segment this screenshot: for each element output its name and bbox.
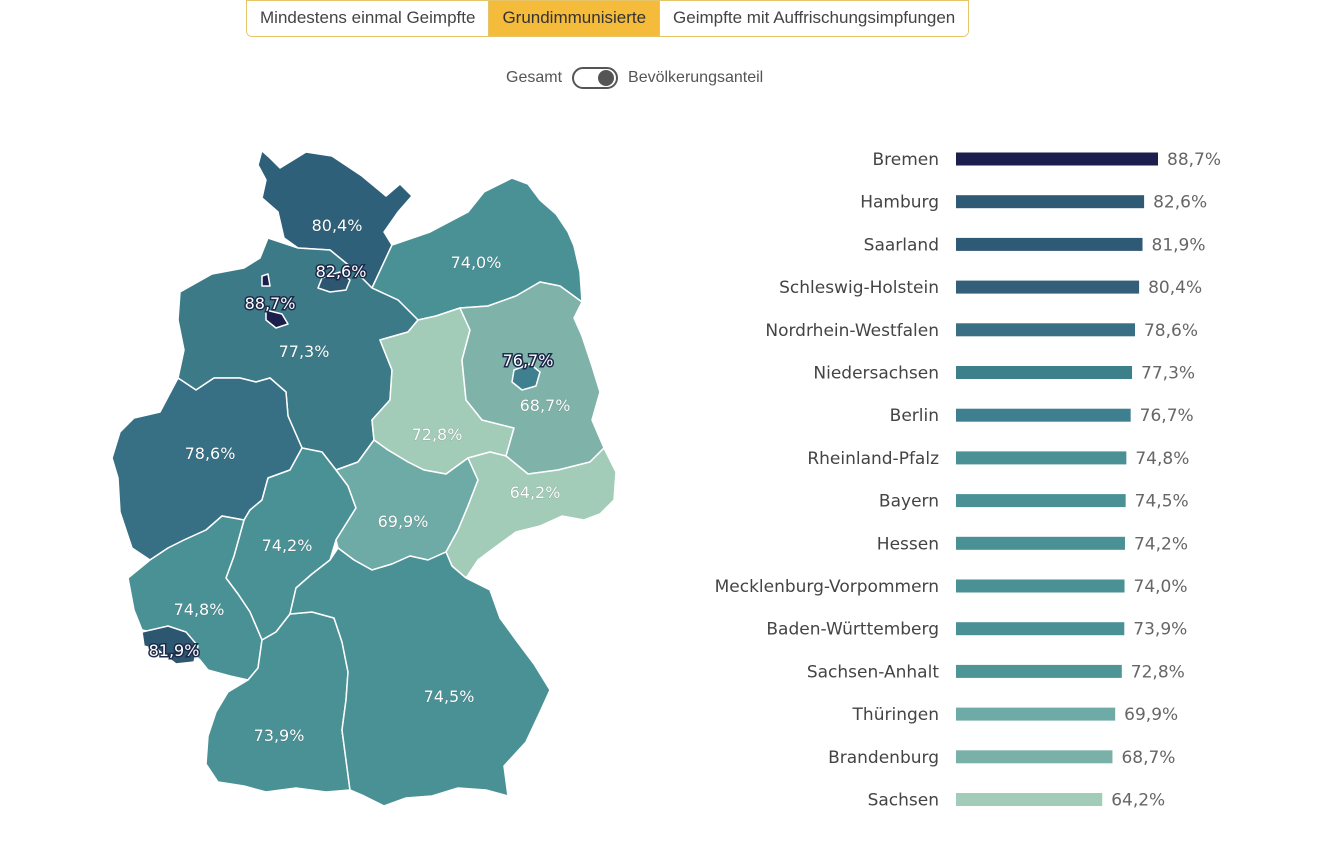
bar-label-mecklenburg-vorpommern: Mecklenburg-Vorpommern xyxy=(715,577,939,597)
region-bayern[interactable] xyxy=(289,547,551,807)
bar-bayern[interactable] xyxy=(956,494,1126,508)
bar-value-sachsen-anhalt: 72,8% xyxy=(1131,662,1185,682)
bar-value-hessen: 74,2% xyxy=(1134,534,1188,554)
map-label-nordrhein-westfalen: 78,6% xyxy=(185,444,236,463)
bar-hessen[interactable] xyxy=(956,536,1125,550)
germany-choropleth-map: 80,4% 82,6% 88,7% 77,3% 74,0% 68,7% 76,7% 72,8%… xyxy=(111,139,617,807)
bar-bremen[interactable] xyxy=(956,152,1158,166)
bar-value-bayern: 74,5% xyxy=(1135,492,1189,512)
map-label-baden-wuerttemberg: 73,9% xyxy=(254,726,305,745)
bar-berlin[interactable] xyxy=(956,408,1131,422)
bar-value-mecklenburg-vorpommern: 74,0% xyxy=(1134,577,1188,597)
bar-label-niedersachsen: Niedersachsen xyxy=(813,364,939,384)
bar-schleswig-holstein[interactable] xyxy=(956,280,1140,294)
bar-mecklenburg-vorpommern[interactable] xyxy=(956,579,1125,593)
bar-value-hamburg: 82,6% xyxy=(1153,193,1207,213)
bar-value-niedersachsen: 77,3% xyxy=(1141,364,1195,384)
region-hamburg[interactable] xyxy=(317,271,351,293)
toggle-label-bevoelkerungsanteil: Bevölkerungsanteil xyxy=(628,69,764,86)
map-label-sachsen: 64,2% xyxy=(510,483,561,502)
map-label-berlin: 76,7% xyxy=(503,351,554,370)
bar-label-sachsen-anhalt: Sachsen-Anhalt xyxy=(807,662,939,682)
bar-label-berlin: Berlin xyxy=(890,406,939,426)
map-label-saarland: 81,9% xyxy=(149,641,200,660)
bar-label-brandenburg: Brandenburg xyxy=(828,748,939,768)
bar-value-berlin: 76,7% xyxy=(1140,406,1194,426)
switch-knob xyxy=(598,70,615,86)
bar-label-rheinland-pfalz: Rheinland-Pfalz xyxy=(807,449,939,469)
bar-rheinland-pfalz[interactable] xyxy=(956,451,1127,465)
region-bremen-bremerhaven[interactable] xyxy=(261,273,271,287)
bar-value-rheinland-pfalz: 74,8% xyxy=(1135,449,1189,469)
bar-sachsen-anhalt[interactable] xyxy=(956,664,1122,678)
display-mode-switch[interactable] xyxy=(572,67,619,89)
bar-label-bayern: Bayern xyxy=(879,492,939,512)
map-label-mecklenburg-vorpommern: 74,0% xyxy=(451,253,502,272)
bar-label-hamburg: Hamburg xyxy=(860,193,939,213)
bar-label-hessen: Hessen xyxy=(877,534,939,554)
bar-value-nordrhein-westfalen: 78,6% xyxy=(1144,321,1198,341)
bar-hamburg[interactable] xyxy=(956,195,1145,209)
map-label-bremen: 88,7% xyxy=(245,294,296,313)
tab-grundimmunisierte[interactable]: Grundimmunisierte xyxy=(488,1,660,36)
map-label-thueringen: 69,9% xyxy=(378,512,429,531)
bar-value-baden-wuerttemberg: 73,9% xyxy=(1133,620,1187,640)
map-label-rheinland-pfalz: 74,8% xyxy=(174,600,225,619)
bar-label-saarland: Saarland xyxy=(864,235,939,255)
region-saarland[interactable] xyxy=(141,625,199,665)
bar-baden-wuerttemberg[interactable] xyxy=(956,622,1125,636)
map-label-hamburg: 82,6% xyxy=(316,262,367,281)
bar-value-sachsen: 64,2% xyxy=(1111,791,1165,811)
map-label-sachsen-anhalt: 72,8% xyxy=(412,425,463,444)
tab-mindestens-einmal-geimpfte[interactable]: Mindestens einmal Geimpfte xyxy=(247,1,489,36)
bar-brandenburg[interactable] xyxy=(956,750,1113,764)
bar-niedersachsen[interactable] xyxy=(956,366,1133,379)
bar-saarland[interactable] xyxy=(956,237,1143,251)
bar-label-schleswig-holstein: Schleswig-Holstein xyxy=(779,278,939,298)
tab-auffrischungsimpfungen[interactable]: Geimpfte mit Auffrischungsimpfungen xyxy=(659,1,969,36)
region-berlin[interactable] xyxy=(511,363,541,391)
bar-label-thueringen: Thüringen xyxy=(852,705,939,725)
bar-value-schleswig-holstein: 80,4% xyxy=(1148,278,1202,298)
bar-value-thueringen: 69,9% xyxy=(1124,705,1178,725)
bar-nordrhein-westfalen[interactable] xyxy=(956,323,1135,337)
bar-thueringen[interactable] xyxy=(956,707,1116,721)
bar-value-brandenburg: 68,7% xyxy=(1121,748,1175,768)
region-sachsen[interactable] xyxy=(445,447,617,579)
bar-label-sachsen: Sachsen xyxy=(868,791,939,811)
bar-label-baden-wuerttemberg: Baden-Württemberg xyxy=(766,620,939,640)
map-label-niedersachsen: 77,3% xyxy=(279,342,330,361)
indicator-tabs: Mindestens einmal Geimpfte Grundimmunisi… xyxy=(246,0,970,37)
map-label-brandenburg: 68,7% xyxy=(520,396,571,415)
map-label-hessen: 74,2% xyxy=(262,536,313,555)
bar-sachsen[interactable] xyxy=(956,793,1103,806)
toggle-label-gesamt: Gesamt xyxy=(506,69,563,86)
bar-value-saarland: 81,9% xyxy=(1152,235,1206,255)
region-bremen[interactable] xyxy=(265,309,289,329)
bar-value-bremen: 88,7% xyxy=(1167,150,1221,170)
map-label-schleswig-holstein: 80,4% xyxy=(312,216,363,235)
map-label-bayern: 74,5% xyxy=(424,687,475,706)
bar-label-bremen: Bremen xyxy=(872,150,939,170)
display-mode-toggle-row: Gesamt Bevölkerungsanteil xyxy=(506,65,763,91)
bar-label-nordrhein-westfalen: Nordrhein-Westfalen xyxy=(765,321,939,341)
